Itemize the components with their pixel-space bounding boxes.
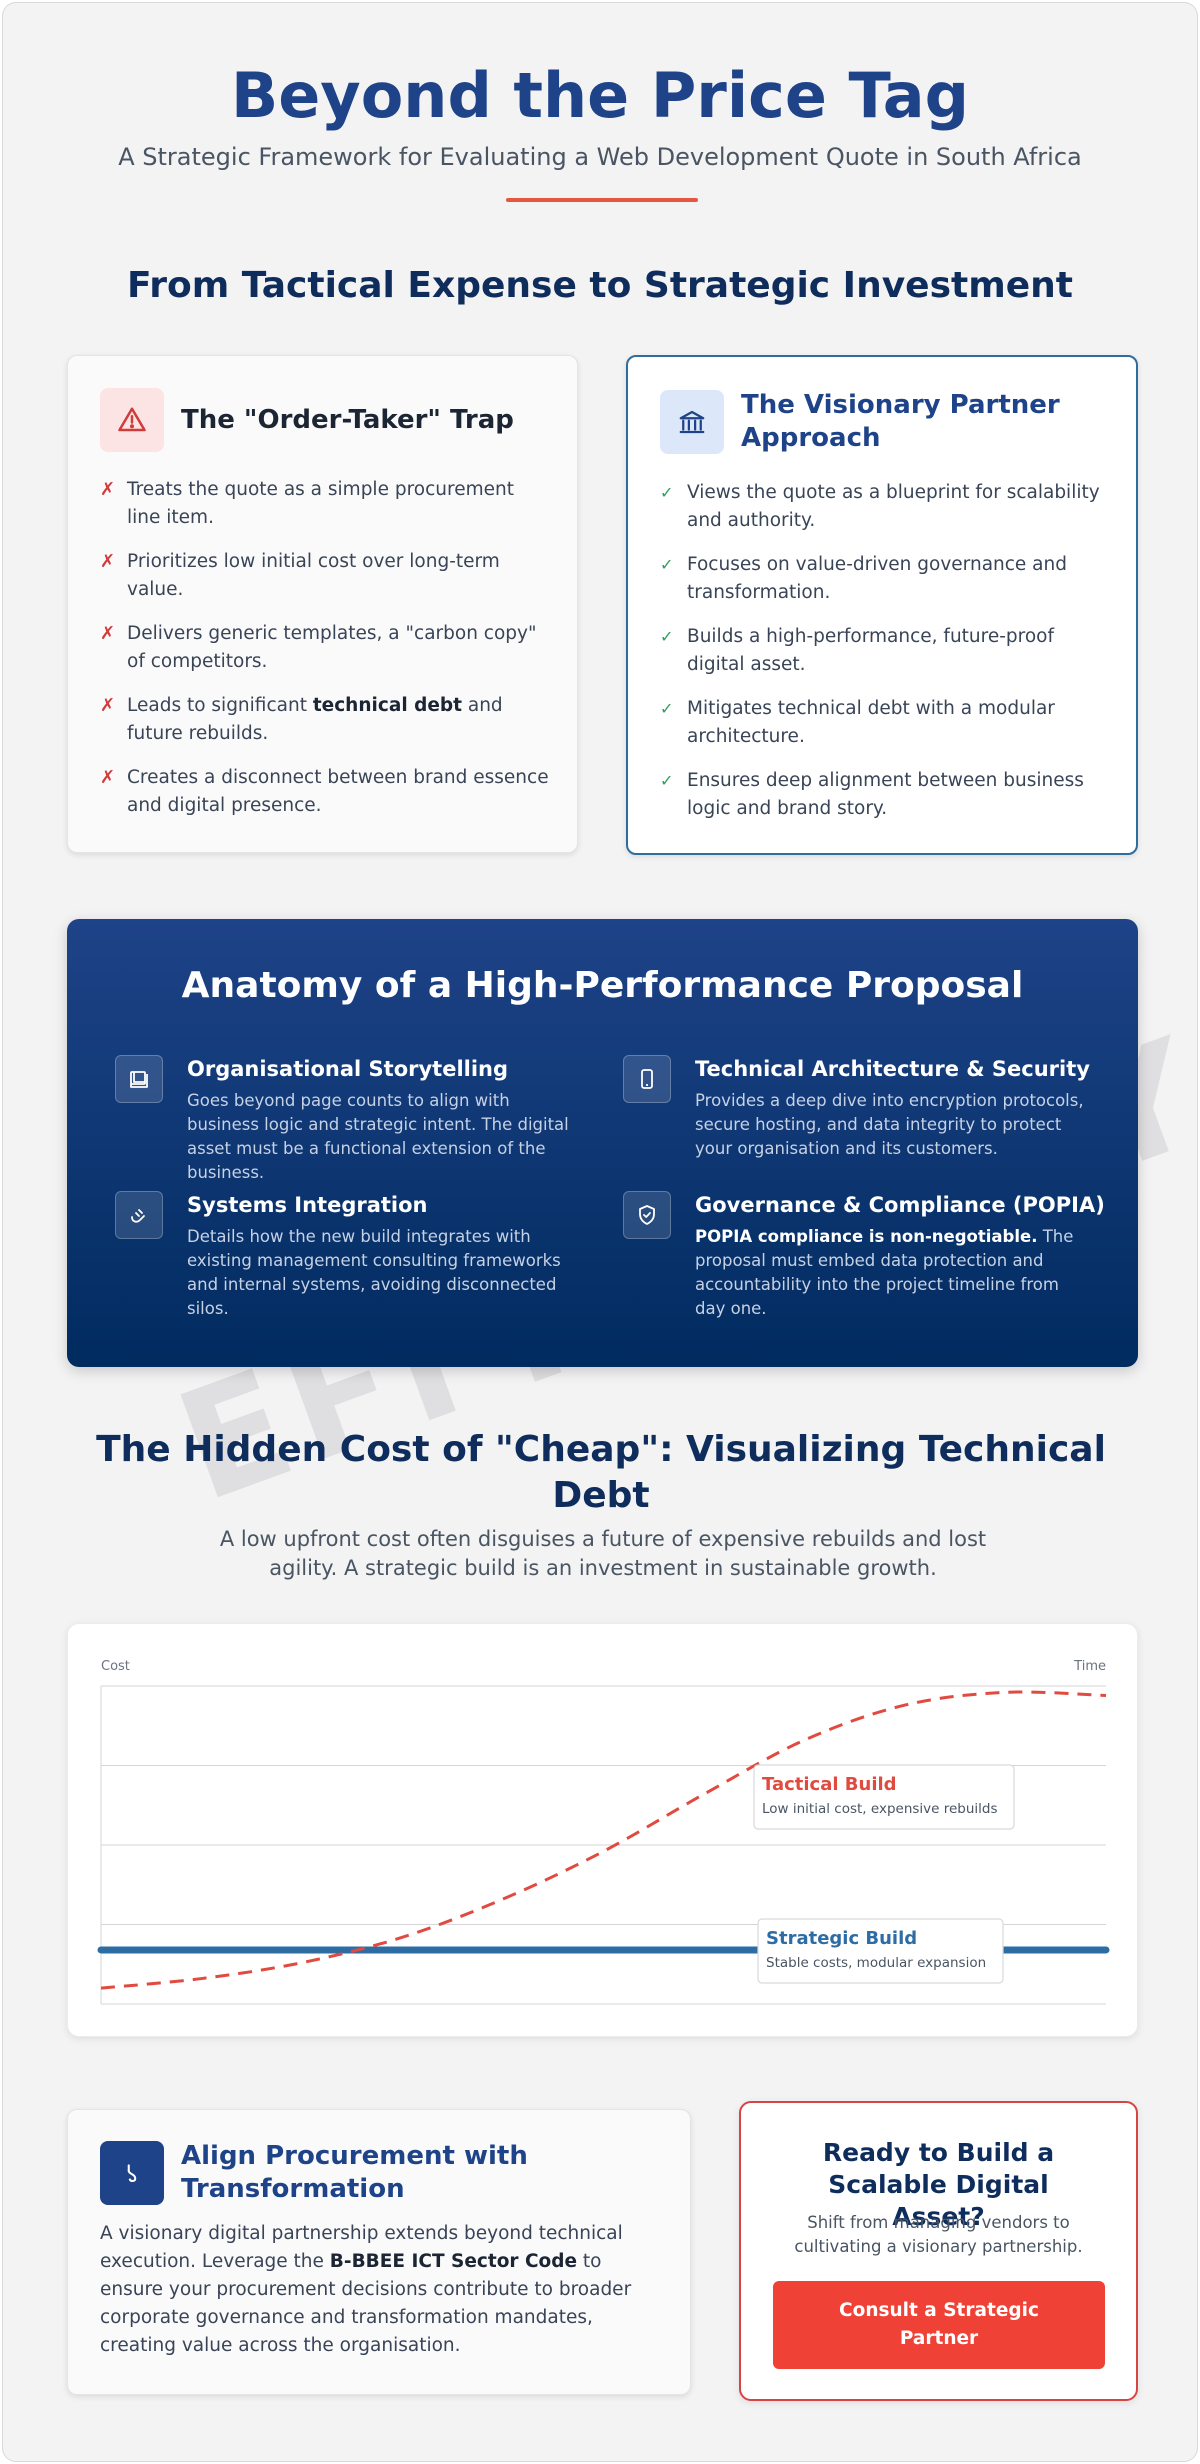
feature-title: Organisational Storytelling <box>187 1057 509 1081</box>
comparison-title: From Tactical Expense to Strategic Inves… <box>126 265 1073 306</box>
list-item: ✗ Delivers generic templates, a "carbon c… <box>100 620 549 676</box>
debt-subtitle: A low upfront cost often disguises a fut… <box>219 1527 987 1580</box>
strategic-annotation-box <box>757 1918 1004 1984</box>
feature-description: POPIA compliance is non-negotiable. The … <box>695 1227 1074 1318</box>
visionary-partner-list: ✓ Views the quote as a blueprint for scal… <box>660 479 1108 839</box>
procurement-card: Align Procurement with Transformation A … <box>67 2109 691 2395</box>
list-item: ✓ Views the quote as a blueprint for scal… <box>660 479 1108 535</box>
feature-description: Provides a deep dive into encryption pro… <box>695 1091 1084 1158</box>
feature-title: Governance & Compliance (POPIA) <box>695 1193 1105 1217</box>
visionary-partner-card: The Visionary Partner Approach ✓ Views th… <box>626 355 1138 855</box>
cta-subtitle: Shift from managing vendors to cultivati… <box>794 2213 1083 2256</box>
list-item-text: Ensures deep alignment between business … <box>687 770 1084 819</box>
list-item: ✓ Mitigates technical debt with a modular… <box>660 695 1108 751</box>
visionary-partner-title: The Visionary Partner Approach <box>741 390 1060 453</box>
list-item-text: Prioritizes low initial cost over long-t… <box>127 551 500 600</box>
cross-icon: ✗ <box>100 623 116 644</box>
cross-icon: ✗ <box>100 551 116 572</box>
page-title: Beyond the Price Tag <box>230 59 969 132</box>
x-axis-label: Time <box>1073 1659 1106 1674</box>
strategic-annotation-note: Stable costs, modular expansion <box>766 1955 986 1971</box>
list-item: ✗ Prioritizes low initial cost over long-… <box>100 548 549 604</box>
tactical-annotation-box <box>753 1764 1015 1830</box>
list-item-text: Views the quote as a blueprint for scala… <box>687 482 1100 531</box>
debt-title: The Hidden Cost of "Cheap": Visualizing … <box>96 1429 1106 1516</box>
cross-icon: ✗ <box>100 767 116 788</box>
mobile-icon <box>623 1055 671 1103</box>
cross-icon: ✗ <box>100 479 116 500</box>
bank-icon <box>660 390 724 454</box>
title-divider <box>506 198 698 202</box>
list-item: ✓ Focuses on value-driven governance and … <box>660 551 1108 607</box>
procurement-text: A visionary digital partnership extends … <box>100 2223 632 2356</box>
procurement-title: Align Procurement with Transformation <box>181 2141 528 2204</box>
list-item-text: Leads to significant technical debt and … <box>127 695 503 744</box>
feature-description: Details how the new build integrates wit… <box>187 1227 561 1318</box>
check-icon: ✓ <box>660 555 674 574</box>
anatomy-title: Anatomy of a High-Performance Proposal <box>181 965 1024 1006</box>
feature-title: Technical Architecture & Security <box>695 1057 1090 1081</box>
order-taker-header: The "Order-Taker" Trap <box>100 388 553 452</box>
check-icon: ✓ <box>660 627 674 646</box>
procurement-header: Align Procurement with Transformation <box>100 2140 666 2206</box>
link-icon <box>100 2141 164 2205</box>
debt-chart: Cost Time Tactical Build Low initial cost, … <box>97 1659 1110 2005</box>
list-item: ✓ Ensures deep alignment between business… <box>660 767 1108 823</box>
check-icon: ✓ <box>660 699 674 718</box>
cta-title: Ready to Build a Scalable Digital Asset? <box>822 2138 1055 2231</box>
list-item-text: Treats the quote as a simple procurement… <box>127 479 514 528</box>
list-item-text: Creates a disconnect between brand essen… <box>127 767 549 816</box>
list-item: ✗ Leads to significant technical debt and… <box>100 692 549 748</box>
anatomy-panel: Anatomy of a High-Performance Proposal O… <box>67 919 1138 1367</box>
feature-description: Goes beyond page counts to align with bu… <box>187 1091 569 1182</box>
list-item-text: Builds a high-performance, future-proof … <box>687 626 1054 675</box>
strategic-annotation-label: Strategic Build <box>766 1928 917 1949</box>
cta-card: Ready to Build a Scalable Digital Asset?… <box>739 2101 1138 2401</box>
list-item: ✗ Treats the quote as a simple procuremen… <box>100 476 549 532</box>
book-icon <box>115 1055 163 1103</box>
series-line-tactical <box>100 1690 1107 1990</box>
cross-icon: ✗ <box>100 695 116 716</box>
plug-icon <box>115 1191 163 1239</box>
page-subtitle: A Strategic Framework for Evaluating a W… <box>118 143 1082 171</box>
list-item: ✗ Creates a disconnect between brand esse… <box>100 764 549 820</box>
visionary-partner-header: The Visionary Partner Approach <box>660 389 1112 455</box>
list-item: ✓ Builds a high-performance, future-proof… <box>660 623 1108 679</box>
order-taker-title: The "Order-Taker" Trap <box>181 404 514 435</box>
y-axis-label: Cost <box>101 1659 130 1674</box>
debt-chart-card: Cost Time Tactical Build Low initial cost, … <box>67 1623 1138 2037</box>
check-icon: ✓ <box>660 483 674 502</box>
order-taker-list: ✗ Treats the quote as a simple procuremen… <box>100 476 549 836</box>
tactical-annotation-label: Tactical Build <box>762 1774 897 1795</box>
shield-check-icon <box>623 1191 671 1239</box>
feature-title: Systems Integration <box>187 1193 428 1217</box>
check-icon: ✓ <box>660 771 674 790</box>
order-taker-card: The "Order-Taker" Trap ✗ Treats the quote… <box>67 355 578 853</box>
tactical-annotation-note: Low initial cost, expensive rebuilds <box>762 1801 998 1817</box>
list-item-text: Focuses on value-driven governance and t… <box>687 554 1067 603</box>
list-item-text: Mitigates technical debt with a modular … <box>687 698 1055 747</box>
list-item-text: Delivers generic templates, a "carbon co… <box>127 623 537 672</box>
warning-icon <box>100 388 164 452</box>
consult-partner-button[interactable]: Consult a Strategic Partner <box>773 2281 1105 2369</box>
